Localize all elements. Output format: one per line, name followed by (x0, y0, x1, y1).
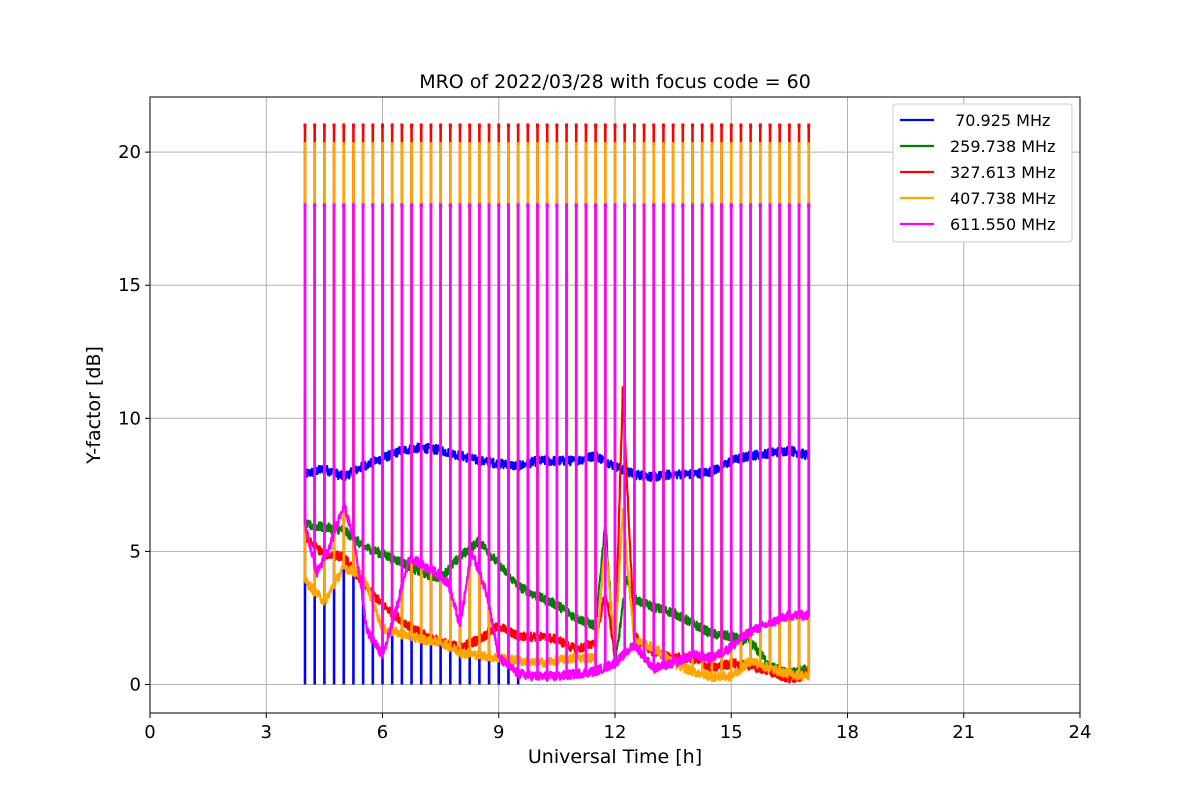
y-axis-label: Y-factor [dB] (83, 346, 105, 465)
legend-label: 327.613 MHz (950, 163, 1055, 182)
y-tick-label: 0 (130, 675, 141, 696)
x-tick-label: 12 (604, 722, 627, 743)
legend-label: 407.738 MHz (950, 189, 1055, 208)
y-tick-label: 20 (118, 142, 141, 163)
legend-label: 70.925 MHz (950, 111, 1050, 130)
x-tick-label: 18 (836, 722, 859, 743)
x-tick-label: 15 (720, 722, 743, 743)
legend: 70.925 MHz 259.738 MHz 327.613 MHz 407.738 … (892, 103, 1073, 243)
x-tick-label: 24 (1069, 722, 1092, 743)
legend-box (892, 103, 1073, 243)
x-tick-label: 6 (377, 722, 388, 743)
legend-label: 611.550 MHz (950, 215, 1055, 234)
y-axis-ticks: 0 5 10 15 20 (118, 142, 150, 696)
x-tick-label: 21 (952, 722, 975, 743)
x-tick-label: 0 (144, 722, 155, 743)
legend-label: 259.738 MHz (950, 137, 1055, 156)
x-axis-label: Universal Time [h] (528, 746, 702, 768)
series-line (304, 501, 810, 683)
x-tick-label: 9 (493, 722, 504, 743)
y-tick-label: 15 (118, 275, 141, 296)
x-tick-label: 3 (261, 722, 272, 743)
series-layer (303, 123, 811, 685)
y-tick-label: 10 (118, 408, 141, 429)
x-axis-ticks: 0 3 6 9 12 15 18 21 24 (144, 713, 1091, 743)
y-tick-label: 5 (130, 541, 141, 562)
chart-title: MRO of 2022/03/28 with focus code = 60 (419, 71, 811, 93)
series-4 (303, 203, 811, 683)
